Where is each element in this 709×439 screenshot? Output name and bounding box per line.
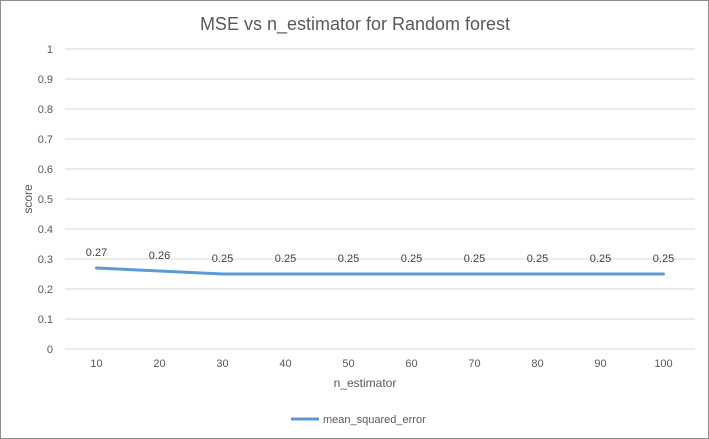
- x-tick-label: 100: [654, 358, 672, 370]
- x-tick-label: 10: [90, 358, 102, 370]
- y-tick-label: 0.5: [38, 194, 53, 206]
- x-axis-ticks: 10 20 30 40 50 60 70 80 90 100: [90, 358, 672, 370]
- data-label: 0.25: [338, 253, 359, 265]
- data-label: 0.27: [86, 247, 107, 259]
- x-tick-label: 30: [216, 358, 228, 370]
- data-labels: 0.27 0.26 0.25 0.25 0.25 0.25 0.25 0.25 0.25 0.25: [86, 247, 674, 265]
- y-tick-label: 0.6: [38, 164, 53, 176]
- y-axis-ticks: 0 0.1 0.2 0.3 0.4 0.5 0.6 0.7 0.8 0.9 1: [38, 44, 53, 356]
- y-axis-title: score: [21, 184, 35, 214]
- data-label: 0.25: [464, 253, 485, 265]
- data-point: [536, 273, 539, 276]
- series-line: [95, 266, 665, 276]
- legend: mean_squared_error: [291, 414, 426, 426]
- data-point: [473, 273, 476, 276]
- y-tick-label: 0: [47, 344, 53, 356]
- data-label: 0.25: [275, 253, 296, 265]
- y-tick-label: 0.8: [38, 104, 53, 116]
- data-label: 0.25: [212, 253, 233, 265]
- y-tick-label: 0.4: [38, 224, 53, 236]
- y-tick-label: 0.7: [38, 134, 53, 146]
- series-layer: [95, 266, 665, 276]
- data-label: 0.25: [590, 253, 611, 265]
- data-label: 0.25: [401, 253, 422, 265]
- x-tick-label: 90: [594, 358, 606, 370]
- data-point: [347, 273, 350, 276]
- x-tick-label: 80: [531, 358, 543, 370]
- y-tick-label: 0.9: [38, 74, 53, 86]
- x-tick-label: 70: [468, 358, 480, 370]
- data-point: [284, 273, 287, 276]
- data-point: [599, 273, 602, 276]
- x-tick-label: 20: [153, 358, 165, 370]
- y-tick-label: 0.2: [38, 284, 53, 296]
- data-label: 0.26: [149, 250, 170, 262]
- data-point: [410, 273, 413, 276]
- data-point: [662, 273, 665, 276]
- data-label: 0.25: [527, 253, 548, 265]
- data-point: [158, 270, 161, 273]
- x-tick-label: 50: [342, 358, 354, 370]
- data-point: [221, 273, 224, 276]
- gridlines: [65, 48, 695, 350]
- y-tick-label: 0.3: [38, 254, 53, 266]
- data-label: 0.25: [653, 253, 674, 265]
- x-tick-label: 40: [279, 358, 291, 370]
- chart-title: MSE vs n_estimator for Random forest: [200, 14, 510, 35]
- x-tick-label: 60: [405, 358, 417, 370]
- x-axis-title: n_estimator: [334, 376, 397, 390]
- y-tick-label: 0.1: [38, 314, 53, 326]
- y-tick-label: 1: [47, 44, 53, 56]
- data-point: [95, 267, 98, 270]
- legend-label: mean_squared_error: [323, 414, 426, 426]
